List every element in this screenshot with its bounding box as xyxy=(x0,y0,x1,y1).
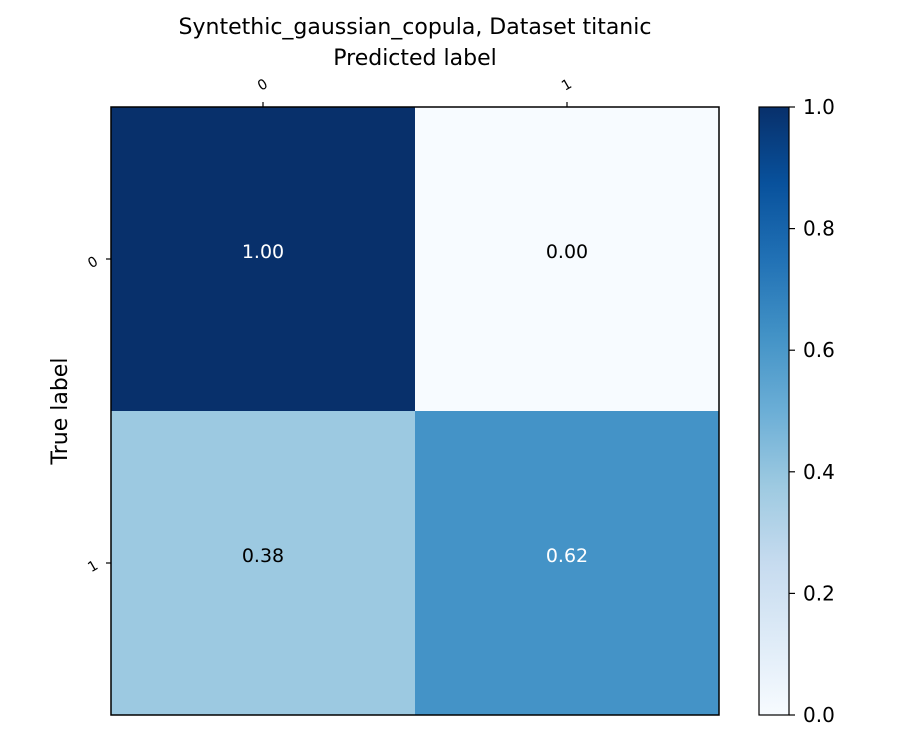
x-tick-label-1: 1 xyxy=(559,76,575,94)
heatmap-cell-0-0 xyxy=(111,107,415,411)
cell-value-label-0-1: 0.00 xyxy=(546,241,588,263)
heatmap-cell-0-1 xyxy=(415,107,719,411)
x-axis-label: Predicted label xyxy=(333,46,496,71)
y-tick-label-1: 1 xyxy=(85,558,101,576)
chart-title: Syntethic_gaussian_copula, Dataset titan… xyxy=(179,15,652,40)
colorbar xyxy=(758,106,790,716)
heatmap-cell-1-0 xyxy=(111,411,415,715)
y-axis-ticks: 01 xyxy=(85,254,111,576)
colorbar-tick-label-5: 1.0 xyxy=(803,95,835,119)
heatmap-cell-1-1 xyxy=(415,411,719,715)
colorbar-tick-label-2: 0.4 xyxy=(803,460,835,484)
colorbar-tick-label-3: 0.6 xyxy=(803,338,835,362)
cell-value-label-1-0: 0.38 xyxy=(242,545,284,567)
colorbar-tick-label-1: 0.2 xyxy=(803,581,835,605)
colorbar-tick-label-4: 0.8 xyxy=(803,217,835,241)
plot-frame xyxy=(110,106,720,716)
heatmap-cell-labels: 1.00 0.00 0.38 0.62 xyxy=(242,241,588,567)
y-axis-label: True label xyxy=(48,358,73,466)
y-tick-label-0: 0 xyxy=(85,254,101,272)
colorbar-ticks: 0.0 0.2 0.4 0.6 0.8 1.0 xyxy=(789,95,835,727)
cell-value-label-0-0: 1.00 xyxy=(242,241,284,263)
x-tick-label-0: 0 xyxy=(255,76,271,94)
heatmap-cells xyxy=(111,107,719,715)
colorbar-tick-label-0: 0.0 xyxy=(803,703,835,727)
cell-value-label-1-1: 0.62 xyxy=(546,545,588,567)
